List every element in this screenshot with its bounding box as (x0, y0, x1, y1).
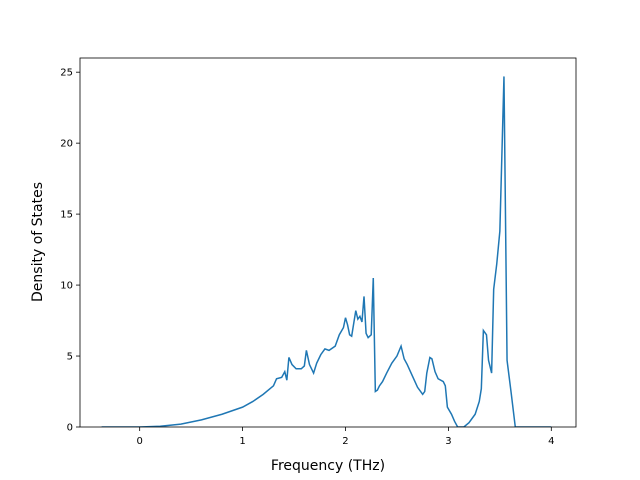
y-tick-label: 10 (60, 281, 73, 292)
x-axis-label: Frequency (THz) (271, 458, 385, 474)
y-axis-label: Density of States (30, 182, 46, 302)
x-tick-label: 0 (136, 436, 142, 447)
y-tick-label: 5 (67, 352, 73, 363)
x-tick-label: 3 (445, 436, 451, 447)
x-tick-label: 4 (548, 436, 554, 447)
y-tick-label: 20 (60, 139, 73, 150)
x-tick-label: 2 (342, 436, 348, 447)
x-tick-label: 1 (239, 436, 245, 447)
line (101, 76, 552, 427)
y-tick-label: 15 (60, 210, 73, 221)
y-tick-label: 0 (67, 423, 73, 434)
y-tick-label: 25 (60, 68, 73, 79)
plot-frame (79, 57, 577, 428)
